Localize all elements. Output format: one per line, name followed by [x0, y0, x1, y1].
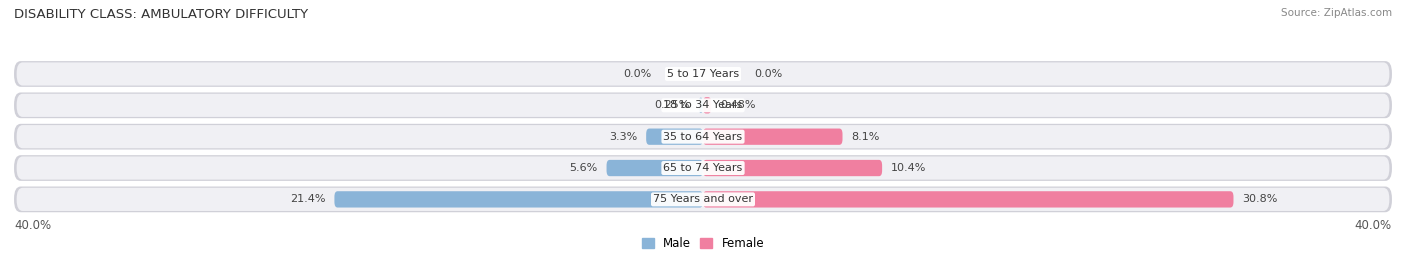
Text: 40.0%: 40.0% [1355, 219, 1392, 232]
Text: 21.4%: 21.4% [290, 194, 326, 204]
FancyBboxPatch shape [17, 188, 1389, 211]
FancyBboxPatch shape [647, 129, 703, 145]
FancyBboxPatch shape [17, 125, 1389, 148]
Text: 65 to 74 Years: 65 to 74 Years [664, 163, 742, 173]
FancyBboxPatch shape [703, 160, 882, 176]
Text: 30.8%: 30.8% [1241, 194, 1278, 204]
FancyBboxPatch shape [17, 157, 1389, 180]
FancyBboxPatch shape [703, 129, 842, 145]
FancyBboxPatch shape [14, 187, 1392, 212]
FancyBboxPatch shape [335, 191, 703, 207]
FancyBboxPatch shape [703, 191, 1233, 207]
Text: 75 Years and over: 75 Years and over [652, 194, 754, 204]
FancyBboxPatch shape [14, 61, 1392, 87]
Text: 18 to 34 Years: 18 to 34 Years [664, 100, 742, 110]
Text: 5.6%: 5.6% [569, 163, 598, 173]
FancyBboxPatch shape [703, 97, 711, 113]
Text: 0.25%: 0.25% [655, 100, 690, 110]
FancyBboxPatch shape [14, 124, 1392, 150]
Text: 3.3%: 3.3% [609, 132, 637, 142]
Text: 40.0%: 40.0% [14, 219, 51, 232]
FancyBboxPatch shape [17, 94, 1389, 117]
Text: 35 to 64 Years: 35 to 64 Years [664, 132, 742, 142]
Text: 8.1%: 8.1% [851, 132, 880, 142]
Text: 0.0%: 0.0% [623, 69, 651, 79]
Text: Source: ZipAtlas.com: Source: ZipAtlas.com [1281, 8, 1392, 18]
Text: 10.4%: 10.4% [891, 163, 927, 173]
Legend: Male, Female: Male, Female [641, 237, 765, 250]
FancyBboxPatch shape [14, 155, 1392, 181]
FancyBboxPatch shape [606, 160, 703, 176]
FancyBboxPatch shape [699, 97, 703, 113]
Text: 5 to 17 Years: 5 to 17 Years [666, 69, 740, 79]
Text: 0.48%: 0.48% [720, 100, 755, 110]
Text: 0.0%: 0.0% [755, 69, 783, 79]
FancyBboxPatch shape [14, 92, 1392, 118]
FancyBboxPatch shape [17, 62, 1389, 85]
Text: DISABILITY CLASS: AMBULATORY DIFFICULTY: DISABILITY CLASS: AMBULATORY DIFFICULTY [14, 8, 308, 21]
